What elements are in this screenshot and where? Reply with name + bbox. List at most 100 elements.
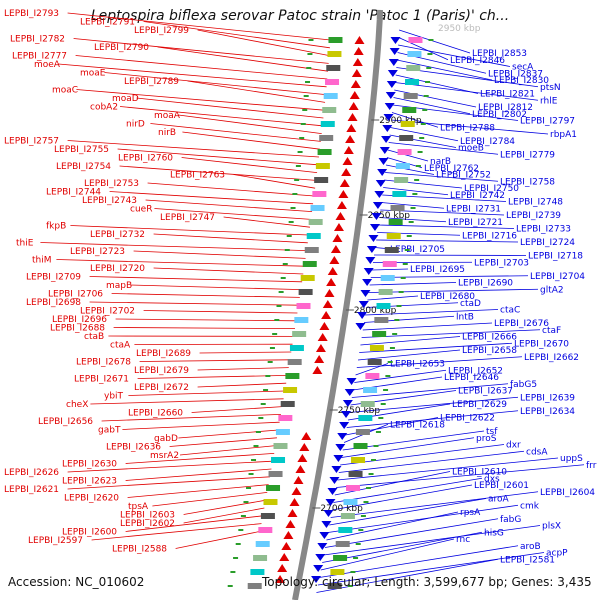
left-gene-label: msrA2 — [150, 451, 179, 461]
left-gene-leader-line — [145, 199, 313, 212]
forward-strand-arrow — [353, 47, 364, 55]
forward-strand-arrow — [317, 333, 328, 341]
left-gene-leader-line — [157, 46, 329, 72]
faded-tick-label: 2950 kbp — [438, 24, 481, 34]
right-gene-leader-line — [337, 457, 559, 481]
left-gene-leader-line — [70, 225, 309, 236]
forward-strand-arrow — [295, 465, 306, 473]
right-gene-leader-line — [361, 329, 541, 338]
feature-block — [247, 583, 262, 589]
feature-block — [397, 149, 412, 155]
track-marker — [353, 557, 359, 559]
feature-block — [348, 471, 363, 477]
right-gene-leader-line — [317, 552, 545, 586]
reverse-strand-arrow — [339, 422, 350, 429]
forward-strand-arrow — [312, 366, 323, 374]
reverse-strand-arrow — [321, 521, 332, 528]
reverse-strand-arrow — [323, 510, 334, 517]
left-gene-label: LEPBI_I2630 — [62, 460, 117, 470]
feature-block — [343, 499, 358, 505]
forward-strand-arrow — [326, 278, 337, 286]
right-gene-label: LEPBI_I2837 — [488, 69, 543, 79]
right-gene-label: LEPBI_I2604 — [540, 488, 595, 498]
left-gene-label: LEPBI_I2747 — [160, 213, 215, 223]
feature-block — [280, 401, 295, 407]
track-marker — [383, 389, 389, 391]
right-gene-leader-line — [326, 511, 459, 541]
track-marker — [302, 109, 308, 111]
track-marker — [419, 137, 425, 139]
track-marker — [347, 585, 353, 587]
feature-block — [253, 555, 268, 561]
right-gene-label: LEPBI_I2733 — [516, 225, 571, 235]
forward-strand-arrow — [281, 542, 292, 550]
left-gene-label: LEPBI_I2799 — [134, 26, 189, 36]
right-gene-leader-line — [387, 149, 429, 162]
track-marker — [300, 123, 306, 125]
left-gene-label: LEPBI_I2753 — [84, 179, 139, 189]
forward-strand-arrow — [315, 344, 326, 352]
right-gene-leader-line — [329, 498, 487, 526]
feature-block — [296, 303, 311, 309]
left-gene-label: gabT — [98, 426, 121, 436]
feature-block — [392, 191, 407, 197]
forward-strand-arrow — [341, 168, 352, 176]
reverse-strand-arrow — [381, 136, 392, 143]
right-gene-label: LEPBI_I2581 — [500, 555, 555, 565]
left-gene-label: nirD — [126, 120, 145, 130]
reverse-strand-arrow — [344, 389, 355, 396]
left-gene-label: LEPBI_I2754 — [56, 162, 111, 172]
right-gene-leader-line — [394, 82, 539, 101]
reverse-strand-arrow — [387, 70, 398, 77]
track-marker — [265, 375, 271, 377]
feature-block — [308, 219, 323, 225]
right-gene-leader-line — [391, 119, 549, 135]
right-gene-leader-line — [368, 288, 539, 293]
feature-block — [351, 457, 366, 463]
left-gene-label: cueR — [130, 205, 152, 215]
left-gene-label: LEPBI_I2743 — [82, 196, 137, 206]
left-gene-label: LEPBI_I2782 — [10, 35, 65, 45]
left-gene-leader-line — [223, 216, 310, 228]
reverse-strand-arrow — [360, 290, 371, 297]
right-gene-label: LEPBI_I2680 — [420, 292, 475, 302]
feature-block — [346, 485, 361, 491]
right-gene-leader-line — [365, 309, 499, 316]
feature-block — [320, 121, 335, 127]
kbp-tick-label: 2700 kbp — [320, 504, 363, 514]
left-gene-label: LEPBI_I2760 — [118, 154, 173, 164]
reverse-strand-arrow — [384, 103, 395, 110]
feature-block — [294, 317, 309, 323]
left-gene-leader-line — [169, 437, 277, 447]
left-gene-label: LEPBI_I2688 — [50, 324, 105, 334]
feature-block — [338, 527, 353, 533]
reverse-strand-arrow — [369, 224, 380, 231]
right-gene-leader-line — [327, 504, 519, 533]
right-gene-leader-line — [398, 37, 449, 61]
right-gene-label: cmk — [520, 501, 540, 511]
left-gene-leader-line — [67, 460, 273, 473]
feature-block — [384, 247, 399, 253]
feature-block — [394, 177, 409, 183]
right-gene-label: ctaC — [500, 306, 520, 316]
reverse-strand-arrow — [355, 323, 366, 330]
reverse-strand-arrow — [333, 455, 344, 462]
left-gene-label: ybiT — [104, 392, 124, 402]
feature-block — [403, 93, 418, 99]
feature-block — [319, 135, 334, 141]
left-gene-leader-line — [137, 375, 288, 379]
left-gene-label: cobA2 — [90, 103, 118, 113]
kbp-tick-label: 2850 kbp — [368, 211, 411, 221]
track-marker — [263, 389, 269, 391]
right-gene-label: LEPBI_I2676 — [494, 319, 549, 329]
reverse-strand-arrow — [363, 268, 374, 275]
right-gene-leader-line — [381, 202, 445, 209]
right-gene-leader-line — [374, 254, 527, 256]
right-gene-leader-line — [333, 477, 483, 503]
right-gene-leader-line — [319, 545, 519, 578]
left-gene-leader-line — [197, 367, 289, 371]
feature-block — [340, 513, 355, 519]
reverse-strand-arrow — [331, 466, 342, 473]
right-gene-label: LEPBI_I2670 — [514, 339, 569, 349]
left-gene-label: LEPBI_I2723 — [70, 247, 125, 257]
